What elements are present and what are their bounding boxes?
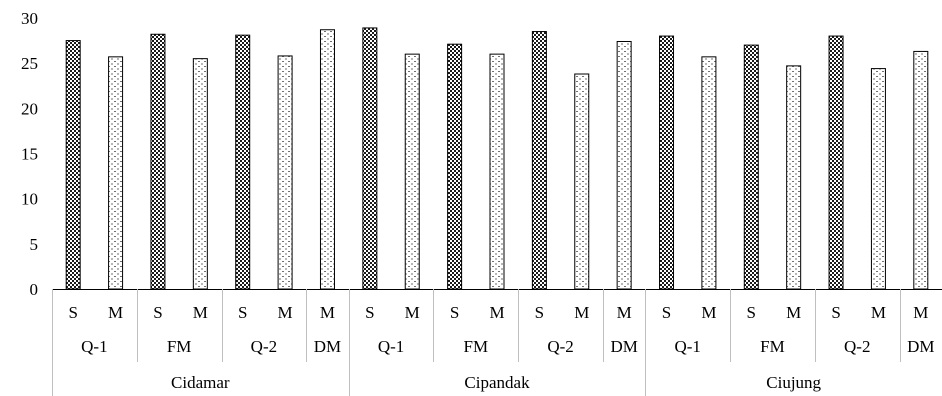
bar: [447, 43, 463, 290]
y-tick-label: 0: [30, 280, 39, 299]
bar-category-label: M: [489, 303, 504, 322]
y-tick-label: 25: [21, 54, 38, 73]
bar: [404, 53, 420, 290]
bar: [489, 53, 505, 290]
y-tick-label: 20: [21, 99, 38, 118]
bar-category-label: M: [193, 303, 208, 322]
subgroup-label: FM: [464, 337, 489, 356]
subgroup-label: Q-1: [378, 337, 404, 356]
bar: [616, 40, 632, 290]
y-tick-label: 5: [30, 235, 39, 254]
bar: [192, 58, 208, 290]
bar: [743, 44, 759, 290]
bar-category-label: S: [365, 303, 374, 322]
bar: [108, 56, 124, 290]
bar-category-label: M: [913, 303, 928, 322]
subgroup-label: FM: [167, 337, 192, 356]
subgroup-label: Q-2: [547, 337, 573, 356]
subgroup-label: Q-1: [674, 337, 700, 356]
bar: [870, 68, 886, 290]
bar: [235, 34, 251, 290]
bar: [65, 40, 81, 290]
group-label: Cidamar: [171, 373, 230, 392]
bar-category-label: M: [108, 303, 123, 322]
bar-category-label: S: [831, 303, 840, 322]
subgroup-label: DM: [314, 337, 341, 356]
bar: [659, 35, 675, 290]
bar: [319, 29, 335, 290]
y-axis: 0 5 10 15 20 25 30: [21, 9, 38, 299]
bar-category-label: M: [405, 303, 420, 322]
y-tick-label: 10: [21, 190, 38, 209]
bar: [531, 31, 547, 290]
bar-category-label: M: [278, 303, 293, 322]
subgroup-label: DM: [907, 337, 934, 356]
bar-category-label: S: [68, 303, 77, 322]
y-tick-label: 30: [21, 9, 38, 28]
group-label: Ciujung: [766, 373, 821, 392]
bar-category-label: M: [617, 303, 632, 322]
subgroup-label: Q-2: [251, 337, 277, 356]
bar-category-label: S: [153, 303, 162, 322]
bar: [150, 33, 166, 290]
bar: [913, 50, 929, 290]
group-label: Cipandak: [464, 373, 530, 392]
bar-category-label: M: [320, 303, 335, 322]
bar-category-label: S: [662, 303, 671, 322]
subgroup-label: DM: [610, 337, 637, 356]
bar-category-label: M: [786, 303, 801, 322]
subgroup-label: Q-2: [844, 337, 870, 356]
subgroup-label: Q-1: [81, 337, 107, 356]
bar: [362, 27, 378, 290]
bar: [277, 55, 293, 290]
bar-category-label: S: [535, 303, 544, 322]
bar: [574, 73, 590, 290]
subgroup-label: FM: [760, 337, 785, 356]
bar: [786, 65, 802, 290]
bar-category-label: S: [450, 303, 459, 322]
bar-category-label: M: [701, 303, 716, 322]
bar-category-label: M: [871, 303, 886, 322]
bar-category-label: S: [238, 303, 247, 322]
x-axis: S M S M S M M S M S M S M M S M S M S M MQ-1 FM Q-2 DM Q-1 FM Q-2 D…: [52, 289, 942, 396]
bar-category-label: S: [747, 303, 756, 322]
bar: [828, 35, 844, 290]
y-tick-label: 15: [21, 145, 38, 164]
bar-category-label: M: [574, 303, 589, 322]
bar: [701, 56, 717, 290]
bars: [65, 27, 929, 290]
